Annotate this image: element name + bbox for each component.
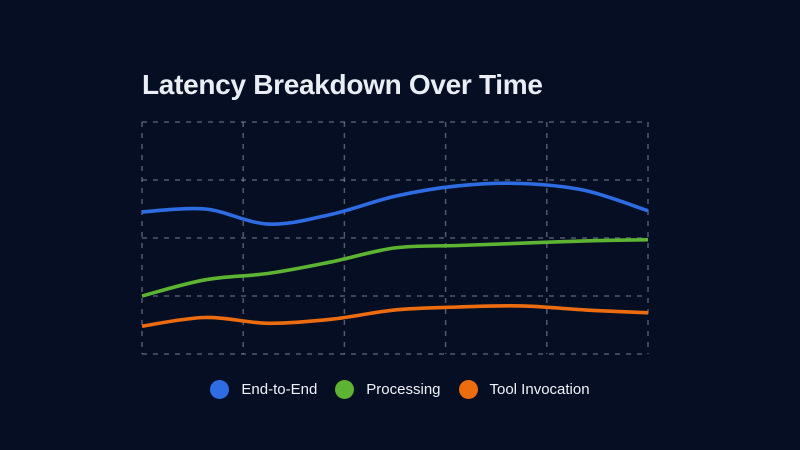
series-line-processing xyxy=(141,237,649,298)
end-to-end-series-swatch-icon xyxy=(210,379,230,399)
legend-label-tool-invocation: Tool Invocation xyxy=(489,380,590,398)
line-chart-plot-area xyxy=(141,121,649,355)
series-line-tool-invocation xyxy=(141,303,649,328)
chart-legend: End-to-End Processing Tool Invocation xyxy=(0,379,800,399)
legend-item-end-to-end[interactable]: End-to-End xyxy=(210,379,317,399)
legend-item-processing[interactable]: Processing xyxy=(335,379,441,399)
tool-invocation-series-swatch-icon xyxy=(458,379,478,399)
legend-label-processing: Processing xyxy=(366,380,441,398)
line-chart-svg xyxy=(141,121,649,355)
chart-title: Latency Breakdown Over Time xyxy=(142,69,543,100)
legend-label-end-to-end: End-to-End xyxy=(241,380,318,398)
processing-series-swatch-icon xyxy=(335,379,355,399)
legend-item-tool-invocation[interactable]: Tool Invocation xyxy=(458,379,590,399)
series-line-end-to-end xyxy=(141,181,649,226)
